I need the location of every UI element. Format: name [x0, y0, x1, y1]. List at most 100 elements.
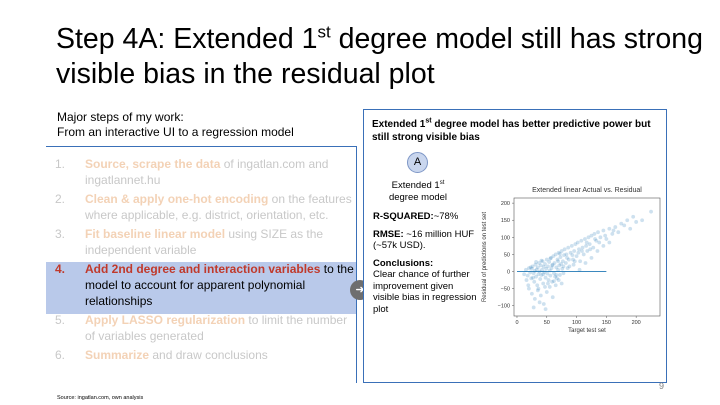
data-point: [568, 250, 573, 255]
y-tick-label: 200: [501, 201, 510, 207]
y-tick-label: 0: [507, 270, 510, 276]
data-point: [631, 214, 636, 219]
data-point: [565, 266, 570, 271]
panel-title: Extended 1st degree model has better pre…: [372, 117, 651, 143]
step-item: 4. Add 2nd degree and interaction variabl…: [55, 261, 355, 309]
data-point: [536, 272, 541, 277]
data-point: [583, 237, 587, 241]
data-point: [531, 271, 536, 276]
data-point: [544, 257, 549, 262]
data-point: [538, 277, 543, 281]
data-point: [529, 291, 534, 296]
data-point: [595, 249, 600, 253]
data-point: [548, 273, 553, 278]
data-point: [553, 283, 558, 288]
data-point: [569, 243, 574, 248]
step-lead: Apply LASSO regularization: [85, 313, 246, 327]
steps-heading-line1: Major steps of my work:: [57, 110, 184, 124]
data-point: [539, 273, 544, 277]
data-point: [576, 250, 581, 255]
r-squared-stat: R-SQUARED:~78%: [373, 211, 459, 222]
data-point: [544, 290, 549, 294]
data-point: [538, 263, 543, 268]
data-point: [611, 228, 616, 233]
data-point: [561, 271, 566, 276]
data-point: [535, 288, 540, 293]
data-point: [559, 281, 564, 286]
data-point: [564, 252, 569, 257]
y-tick-label: −50: [501, 287, 510, 293]
data-point: [540, 267, 544, 272]
data-point: [640, 218, 645, 223]
data-point: [535, 265, 540, 270]
data-point: [529, 266, 534, 271]
step-text: of ingatlan.com and ingatlannet.hu: [85, 157, 329, 187]
step-number: 6.: [55, 348, 66, 362]
data-point: [522, 272, 527, 277]
data-point: [546, 278, 551, 282]
data-point: [532, 296, 537, 301]
chart-title: Extended linear Actual vs. Residual: [532, 187, 642, 194]
data-point: [593, 237, 597, 241]
data-point: [550, 262, 555, 267]
data-point: [549, 266, 554, 271]
data-point: [563, 261, 568, 265]
data-point: [549, 255, 553, 260]
data-point: [567, 264, 572, 269]
data-point: [556, 250, 561, 255]
data-point: [559, 249, 564, 253]
data-point: [547, 260, 552, 264]
data-point: [557, 251, 562, 256]
data-point: [534, 274, 538, 279]
data-point: [557, 273, 562, 277]
data-point: [543, 262, 547, 266]
step-text: using SIZE as the independent variable: [85, 227, 324, 257]
data-point: [541, 264, 546, 269]
steps-list: 1. Source, scrape the data of ingatlan.co…: [55, 156, 355, 366]
data-point: [607, 240, 612, 245]
data-point: [571, 262, 576, 267]
data-point: [531, 275, 535, 280]
x-tick-label: 50: [544, 320, 550, 326]
data-point: [589, 233, 594, 238]
step-lead: Fit baseline linear model: [85, 227, 226, 241]
data-point: [596, 230, 600, 235]
step-number: 3.: [55, 227, 66, 241]
y-axis-label: Residual of predictions on test set: [482, 212, 488, 302]
data-point: [541, 302, 546, 306]
step-item: 1. Source, scrape the data of ingatlan.co…: [55, 156, 355, 188]
model-badge: A: [407, 152, 428, 173]
data-point: [589, 255, 594, 260]
data-point: [634, 220, 639, 224]
data-point: [572, 259, 577, 264]
data-point: [604, 237, 609, 241]
data-point: [553, 274, 558, 279]
data-point: [547, 285, 552, 289]
data-point: [538, 293, 543, 298]
x-tick-label: 0: [515, 320, 518, 326]
steps-frame: [46, 146, 357, 383]
data-point: [580, 245, 585, 250]
conclusions: Conclusions: Clear chance of further impr…: [373, 257, 477, 315]
data-point: [550, 279, 555, 284]
data-point: [551, 254, 556, 259]
steps-heading-line2: From an interactive UI to a regression m…: [57, 125, 294, 139]
y-tick-label: 50: [504, 252, 510, 258]
data-point: [592, 232, 597, 236]
data-point: [526, 286, 531, 291]
data-point: [594, 238, 599, 243]
step-lead: Add 2nd degree and interaction variables: [85, 262, 321, 276]
data-point: [541, 272, 546, 277]
data-point: [553, 252, 558, 257]
data-point: [552, 271, 556, 276]
data-point: [571, 257, 575, 262]
data-point: [528, 265, 533, 270]
data-point: [552, 279, 556, 284]
source-note: Source: ingatlan.com, own analysis: [57, 395, 144, 401]
data-point: [541, 281, 546, 286]
data-point: [628, 226, 633, 231]
data-point: [562, 253, 566, 258]
step-number: 4.: [55, 262, 66, 276]
plot-area: [513, 197, 661, 317]
data-point: [550, 263, 555, 268]
